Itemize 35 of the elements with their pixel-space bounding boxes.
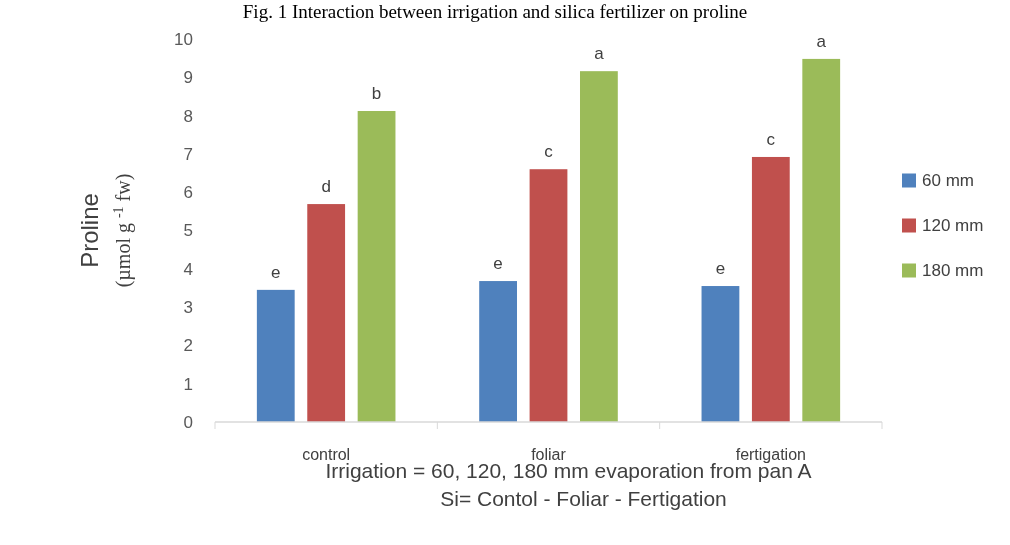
legend-label: 60 mm [922, 171, 974, 191]
bar [307, 204, 346, 422]
data-label: a [594, 44, 605, 64]
x-tick-label: foliar [531, 446, 567, 463]
bar [529, 169, 568, 422]
bar [802, 58, 841, 422]
y-tick-label: 8 [183, 106, 193, 126]
y-tick-label: 5 [183, 221, 193, 241]
chart-title: Fig. 1 Interaction between irrigation and silica fertilizer on proline [242, 1, 748, 22]
legend-label: 120 mm [922, 216, 984, 236]
data-label: a [816, 31, 827, 51]
data-label: e [715, 259, 726, 279]
bar [701, 286, 740, 422]
data-label: e [271, 262, 281, 282]
bar [357, 111, 396, 422]
y-tick-label: 0 [183, 412, 193, 432]
y-tick-label: 10 [174, 29, 193, 49]
y-tick-label: 9 [183, 68, 193, 88]
bar [256, 289, 295, 422]
data-label: e [493, 254, 503, 274]
bar [479, 281, 517, 422]
y-tick-label: 6 [183, 183, 193, 203]
bar [580, 71, 618, 422]
data-label: c [766, 129, 776, 149]
bar [751, 156, 790, 422]
data-label: c [544, 142, 554, 162]
data-label: d [321, 177, 331, 197]
legend-label: 180 mm [922, 261, 984, 281]
y-tick-label: 4 [183, 259, 193, 279]
y-tick-label: 7 [183, 144, 193, 164]
y-tick-label: 3 [183, 298, 193, 318]
y-tick-label: 2 [183, 336, 193, 356]
data-label: b [371, 84, 382, 103]
x-tick-label: control [302, 446, 351, 463]
y-tick-label: 1 [183, 374, 193, 394]
